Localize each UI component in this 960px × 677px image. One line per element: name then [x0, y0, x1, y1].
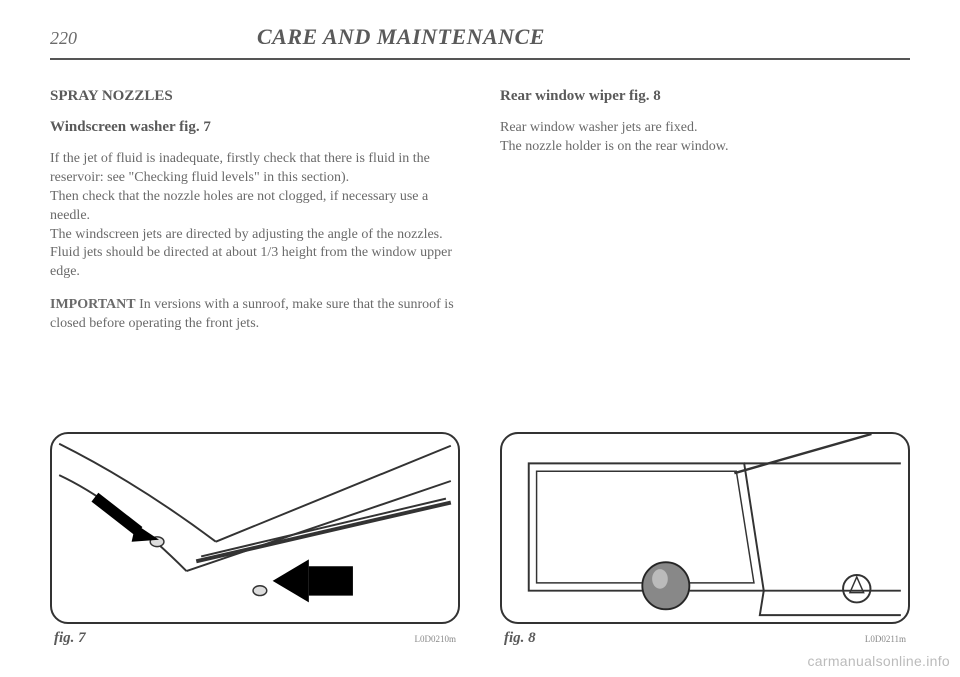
page-number: 220: [50, 28, 77, 49]
page-header: 220 CARE AND MAINTENANCE: [50, 24, 910, 50]
figure-7-label: fig. 7: [54, 630, 86, 647]
figure-8-label: fig. 8: [504, 630, 536, 647]
figure-7-svg: [52, 434, 458, 622]
important-label: IMPORTANT: [50, 297, 136, 312]
figures-row: fig. 7 L0D0210m: [50, 432, 910, 647]
right-column: Rear window wiper fig. 8 Rear window was…: [500, 88, 910, 334]
right-subheading: Rear window wiper fig. 8: [500, 88, 910, 105]
left-paragraph: If the jet of fluid is inadequate, first…: [50, 150, 460, 282]
figure-8-frame: [500, 432, 910, 624]
content-columns: SPRAY NOZZLES Windscreen washer fig. 7 I…: [50, 88, 910, 334]
figure-8-block: fig. 8 L0D0211m: [500, 432, 910, 647]
figure-8-caption: fig. 8 L0D0211m: [500, 630, 910, 647]
right-paragraph: Rear window washer jets are fixed. The n…: [500, 119, 910, 157]
section-heading: SPRAY NOZZLES: [50, 88, 460, 105]
figure-7-frame: [50, 432, 460, 624]
left-subheading: Windscreen washer fig. 7: [50, 119, 460, 136]
figure-7-code: L0D0210m: [415, 634, 457, 644]
figure-7-block: fig. 7 L0D0210m: [50, 432, 460, 647]
figure-8-code: L0D0211m: [865, 634, 906, 644]
left-column: SPRAY NOZZLES Windscreen washer fig. 7 I…: [50, 88, 460, 334]
watermark: carmanualsonline.info: [808, 653, 951, 669]
important-note: IMPORTANT In versions with a sunroof, ma…: [50, 296, 460, 334]
header-title: CARE AND MAINTENANCE: [257, 24, 545, 50]
figure-7-caption: fig. 7 L0D0210m: [50, 630, 460, 647]
figure-8-svg: [502, 434, 908, 622]
header-rule: [50, 58, 910, 60]
